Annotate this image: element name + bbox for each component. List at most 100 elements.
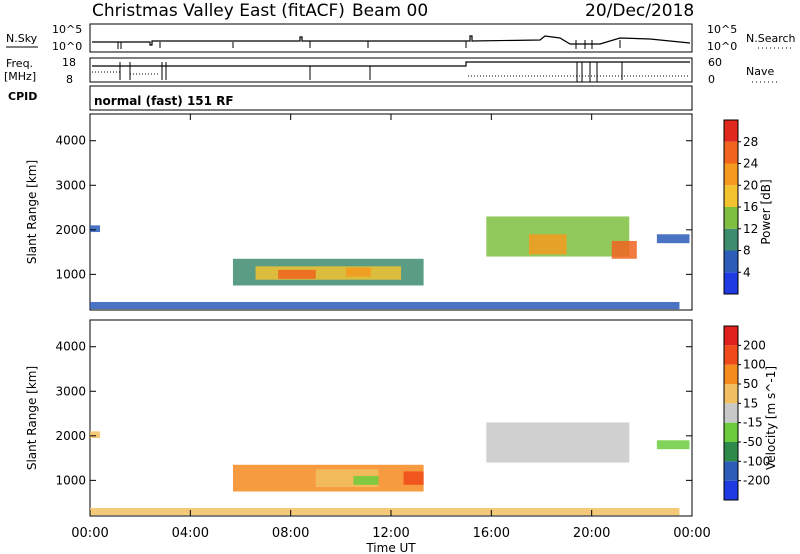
power-colorbar-label-6: 28 <box>743 135 758 149</box>
velocity-ytick-label-0: 1000 <box>55 473 86 487</box>
power-region-5 <box>528 234 567 255</box>
cpid-text: normal (fast) 151 RF <box>94 94 234 108</box>
power-colorbar-swatch-0 <box>724 272 738 294</box>
cpid-panel: CPID normal (fast) 151 RF <box>8 85 693 111</box>
x-tick-label-5: 20:00 <box>573 526 610 541</box>
noise-panel: N.Sky 10^5 10^0 10^5 10^0 N.Search <box>6 23 796 53</box>
velocity-ytick-label-3: 4000 <box>55 340 86 354</box>
velocity-colorbar-label-0: 200 <box>743 338 766 352</box>
velocity-colorbar-label-3: 15 <box>743 396 758 410</box>
power-colorbar-label-3: 16 <box>743 200 758 214</box>
nave-tick-top: 60 <box>708 56 722 69</box>
noise-tick-left-bottom: 10^0 <box>52 40 82 53</box>
noise-sky-trace <box>92 35 691 46</box>
power-colorbar-swatch-3 <box>724 207 738 229</box>
noise-tick-right-bottom: 10^0 <box>707 40 737 53</box>
power-region-2 <box>278 269 316 279</box>
velocity-panel: 1000 2000 3000 4000 Slant Range [km] 200 100… <box>25 114 778 554</box>
time-x-axis: 00:00 04:00 08:00 12:00 16:00 20:00 00:00 <box>71 114 711 541</box>
velocity-ytick-label-2: 3000 <box>55 384 86 398</box>
freq-tick-bottom: 8 <box>66 73 73 86</box>
x-tick-label-3: 12:00 <box>372 526 409 541</box>
velocity-colorbar-label-6: -100 <box>743 454 770 468</box>
velocity-colorbar-swatch-7 <box>724 345 738 365</box>
power-y-label: Slant Range [km] <box>25 160 39 264</box>
power-region-3 <box>345 267 371 277</box>
velocity-colorbar-label: Velocity [m s^-1] <box>764 366 778 470</box>
x-axis-label: Time UT <box>365 541 416 554</box>
power-y-axis: 1000 2000 3000 4000 <box>55 134 692 281</box>
freq-trace <box>92 61 690 67</box>
power-panel: 1000 2000 3000 4000 Slant Range [km] 4 8 12 16… <box>25 113 773 311</box>
power-region-6 <box>611 240 637 259</box>
power-colorbar-label: Power [dB] <box>759 179 773 244</box>
power-colorbar-swatch-2 <box>724 228 738 251</box>
power-colorbar: 4 8 12 16 20 24 28 <box>723 119 758 295</box>
freq-unit-label: [MHz] <box>4 70 36 83</box>
power-colorbar-swatch-6 <box>724 141 738 164</box>
nsearch-label: N.Search <box>746 32 796 45</box>
power-region-9 <box>90 225 101 233</box>
power-region-1 <box>255 266 402 280</box>
freq-label: Freq. <box>6 57 33 70</box>
power-colorbar-label-4: 20 <box>743 178 758 192</box>
plot-title: Christmas Valley East (fitACF) <box>92 1 345 21</box>
x-tick-label-4: 16:00 <box>473 526 510 541</box>
velocity-colorbar-label-1: 100 <box>743 358 766 372</box>
velocity-colorbar-swatch-2 <box>724 442 738 462</box>
velocity-region-3 <box>403 471 424 485</box>
power-ytick-label-0: 1000 <box>55 267 86 281</box>
x-tick-label-1: 04:00 <box>172 526 209 541</box>
power-region-8 <box>656 234 690 244</box>
velocity-colorbar-label-7: -200 <box>743 474 770 488</box>
power-data <box>90 216 690 310</box>
noise-tick-left-top: 10^5 <box>52 23 82 36</box>
nave-label: Nave <box>746 65 774 78</box>
power-colorbar-swatch-7 <box>724 120 738 142</box>
velocity-y-label: Slant Range [km] <box>25 366 39 470</box>
power-colorbar-swatch-4 <box>724 185 738 207</box>
x-tick-label-6: 00:00 <box>673 526 710 541</box>
freq-tick-top: 18 <box>62 56 76 69</box>
power-ytick-label-3: 4000 <box>55 134 86 148</box>
velocity-colorbar-swatch-8 <box>724 326 738 346</box>
nsky-label: N.Sky <box>6 32 38 45</box>
velocity-colorbar-swatch-4 <box>724 403 738 423</box>
cpid-label: CPID <box>8 90 37 103</box>
power-colorbar-swatch-1 <box>724 250 738 273</box>
noise-tick-right-top: 10^5 <box>707 23 737 36</box>
velocity-region-6 <box>656 440 690 450</box>
x-tick-label-2: 08:00 <box>272 526 309 541</box>
velocity-colorbar-swatch-0 <box>724 480 738 500</box>
velocity-colorbar-frame <box>723 325 739 501</box>
power-colorbar-label-1: 8 <box>743 244 751 258</box>
velocity-y-axis: 1000 2000 3000 4000 <box>55 340 692 487</box>
power-colorbar-swatch-5 <box>724 163 738 186</box>
velocity-region-5 <box>90 507 680 516</box>
velocity-colorbar-swatch-5 <box>724 384 738 404</box>
x-tick-label-0: 00:00 <box>71 526 108 541</box>
velocity-colorbar-swatch-3 <box>724 422 738 442</box>
power-colorbar-label-5: 24 <box>743 157 758 171</box>
velocity-region-7 <box>90 431 101 439</box>
velocity-colorbar: 200 100 50 15 -15 -50 -100 -200 <box>723 325 770 501</box>
velocity-colorbar-label-5: -50 <box>743 435 763 449</box>
power-ytick-label-2: 3000 <box>55 178 86 192</box>
power-ytick-label-1: 2000 <box>55 223 86 237</box>
velocity-colorbar-swatch-1 <box>724 461 738 481</box>
velocity-region-2 <box>353 475 379 485</box>
power-colorbar-label-0: 4 <box>743 265 751 279</box>
velocity-colorbar-label-2: 50 <box>743 377 758 391</box>
velocity-data <box>90 422 690 516</box>
nave-trace <box>92 71 690 77</box>
power-region-7 <box>90 301 680 310</box>
velocity-region-4 <box>486 422 630 463</box>
velocity-colorbar-label-4: -15 <box>743 416 763 430</box>
beam-label: Beam 00 <box>352 1 428 21</box>
velocity-colorbar-swatch-6 <box>724 364 738 384</box>
velocity-ytick-label-1: 2000 <box>55 429 86 443</box>
frequency-panel: Freq. [MHz] 18 8 60 0 Nave <box>4 56 778 86</box>
date-label: 20/Dec/2018 <box>585 1 694 21</box>
nave-tick-bottom: 0 <box>708 73 715 86</box>
